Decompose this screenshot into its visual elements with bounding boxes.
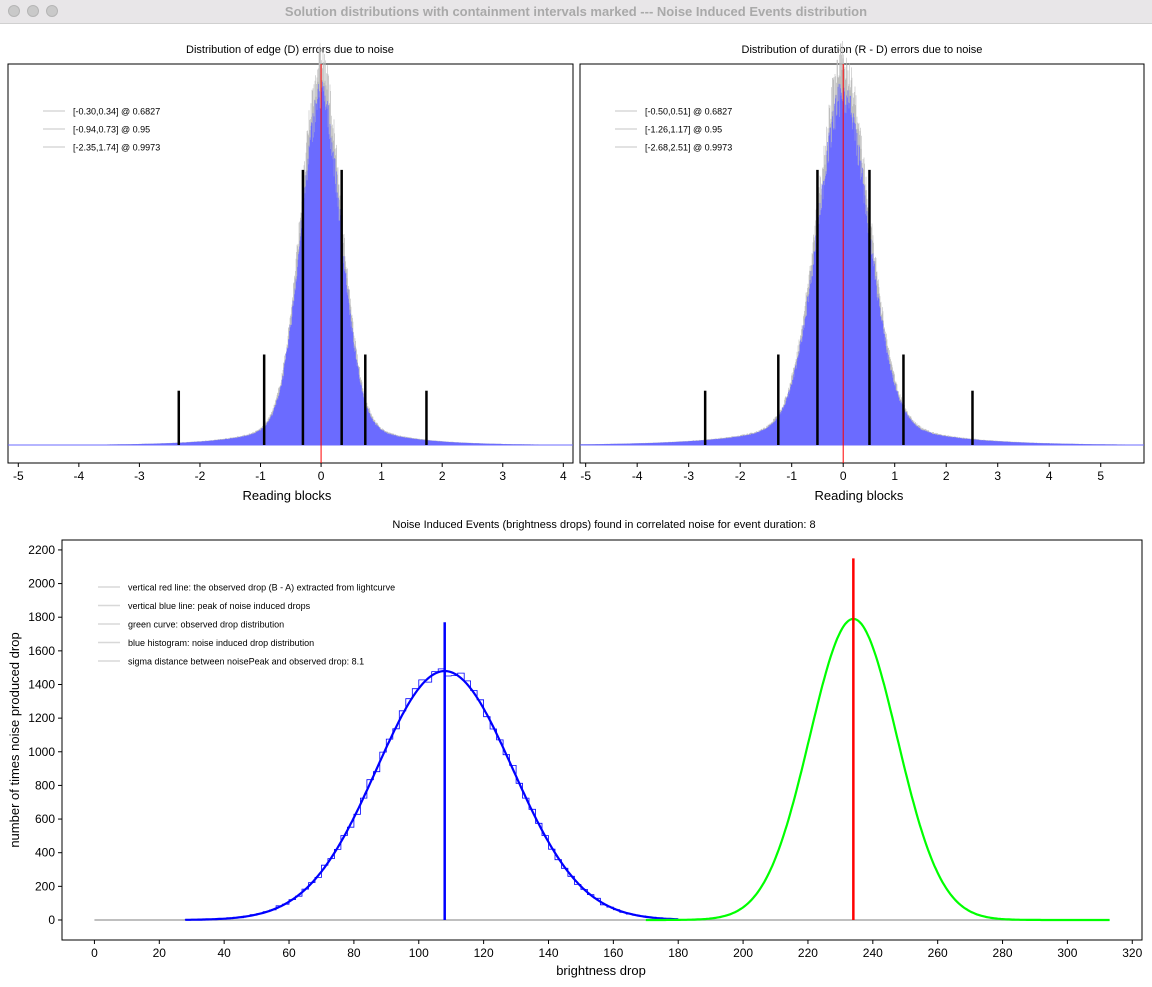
x-tick-label: -2 — [195, 469, 206, 483]
legend-label: blue histogram: noise induced drop distr… — [128, 638, 314, 648]
x-tick-label: -4 — [632, 469, 643, 483]
x-tick-label: 4 — [560, 469, 567, 483]
close-window-button[interactable] — [8, 5, 20, 17]
window-titlebar: Solution distributions with containment … — [0, 0, 1152, 24]
duration-plot-title: Distribution of duration (R - D) errors … — [742, 44, 983, 56]
y-tick-label: 600 — [35, 812, 55, 826]
x-tick-label: -1 — [255, 469, 266, 483]
y-tick-label: 2000 — [28, 577, 55, 591]
legend-label: [-0.94,0.73] @ 0.95 — [73, 125, 150, 135]
x-tick-label: -5 — [580, 469, 591, 483]
x-tick-label: 280 — [993, 946, 1013, 960]
x-tick-label: 260 — [928, 946, 948, 960]
legend-label: [-2.68,2.51] @ 0.9973 — [645, 143, 732, 153]
x-tick-label: 5 — [1097, 469, 1104, 483]
y-tick-label: 800 — [35, 778, 55, 792]
x-tick-label: -5 — [13, 469, 24, 483]
x-tick-label: 3 — [994, 469, 1001, 483]
noise-events-title: Noise Induced Events (brightness drops) … — [392, 519, 815, 531]
y-tick-label: 1600 — [28, 644, 55, 658]
duration-error-plot: [-0.50,0.51] @ 0.6827 [-1.26,1.17] @ 0.95… — [579, 41, 1145, 483]
plot-frame — [61, 539, 1143, 941]
x-tick-label: 2 — [439, 469, 446, 483]
x-tick-label: 0 — [91, 946, 98, 960]
x-tick-label: 60 — [282, 946, 296, 960]
x-tick-label: 240 — [863, 946, 883, 960]
legend-label: green curve: observed drop distribution — [128, 620, 284, 630]
edge-plot-xlabel: Reading blocks — [243, 488, 332, 503]
y-tick-label: 200 — [35, 879, 55, 893]
x-tick-label: 20 — [153, 946, 167, 960]
duration-plot-xlabel: Reading blocks — [815, 488, 904, 503]
blue-fit-curve — [185, 669, 679, 921]
y-tick-label: 1200 — [28, 711, 55, 725]
y-tick-label: 0 — [48, 913, 55, 927]
x-tick-label: 220 — [798, 946, 818, 960]
x-tick-label: 120 — [474, 946, 494, 960]
green-observed-curve — [645, 617, 1110, 922]
x-tick-label: 300 — [1057, 946, 1077, 960]
x-tick-label: 0 — [318, 469, 325, 483]
noise-events-ylabel: number of times noise produced drop — [7, 632, 22, 847]
noise-events-plot: 0 20 40 60 80 100 120 140 160 180 200 220 240 260 280 3… — [28, 539, 1143, 960]
x-tick-label: 3 — [499, 469, 506, 483]
y-tick-label: 2200 — [28, 543, 55, 557]
x-tick-label: -3 — [134, 469, 145, 483]
x-tick-label: 320 — [1122, 946, 1142, 960]
edge-plot-title: Distribution of edge (D) errors due to n… — [186, 44, 394, 56]
noise-events-xlabel: brightness drop — [556, 963, 646, 978]
x-tick-label: 100 — [409, 946, 429, 960]
legend-label: vertical blue line: peak of noise induce… — [128, 601, 311, 611]
y-tick-label: 1800 — [28, 610, 55, 624]
window-title: Solution distributions with containment … — [284, 4, 868, 19]
x-tick-label: 80 — [347, 946, 361, 960]
x-tick-label: 4 — [1046, 469, 1053, 483]
x-tick-label: 40 — [217, 946, 231, 960]
x-tick-label: -1 — [786, 469, 797, 483]
x-tick-label: -2 — [735, 469, 746, 483]
y-tick-label: 1400 — [28, 677, 55, 691]
x-tick-label: 1 — [891, 469, 898, 483]
legend-label: [-0.30,0.34] @ 0.6827 — [73, 107, 160, 117]
legend-label: sigma distance between noisePeak and obs… — [128, 657, 364, 667]
x-tick-label: 200 — [733, 946, 753, 960]
legend-label: [-2.35,1.74] @ 0.9973 — [73, 143, 160, 153]
x-tick-label: 2 — [943, 469, 950, 483]
legend-label: [-1.26,1.17] @ 0.95 — [645, 125, 722, 135]
zoom-window-button[interactable] — [46, 5, 58, 17]
x-tick-label: 1 — [378, 469, 385, 483]
y-tick-label: 400 — [35, 846, 55, 860]
edge-error-plot: [-0.30,0.34] @ 0.6827 [-0.94,0.73] @ 0.95… — [7, 42, 574, 483]
x-tick-label: -3 — [683, 469, 694, 483]
x-tick-label: 180 — [668, 946, 688, 960]
x-tick-label: 0 — [840, 469, 847, 483]
x-tick-label: -4 — [74, 469, 85, 483]
x-tick-label: 140 — [538, 946, 558, 960]
legend-label: [-0.50,0.51] @ 0.6827 — [645, 107, 732, 117]
x-tick-label: 160 — [603, 946, 623, 960]
legend-label: vertical red line: the observed drop (B … — [128, 583, 395, 593]
y-tick-label: 1000 — [28, 745, 55, 759]
minimize-window-button[interactable] — [27, 5, 39, 17]
